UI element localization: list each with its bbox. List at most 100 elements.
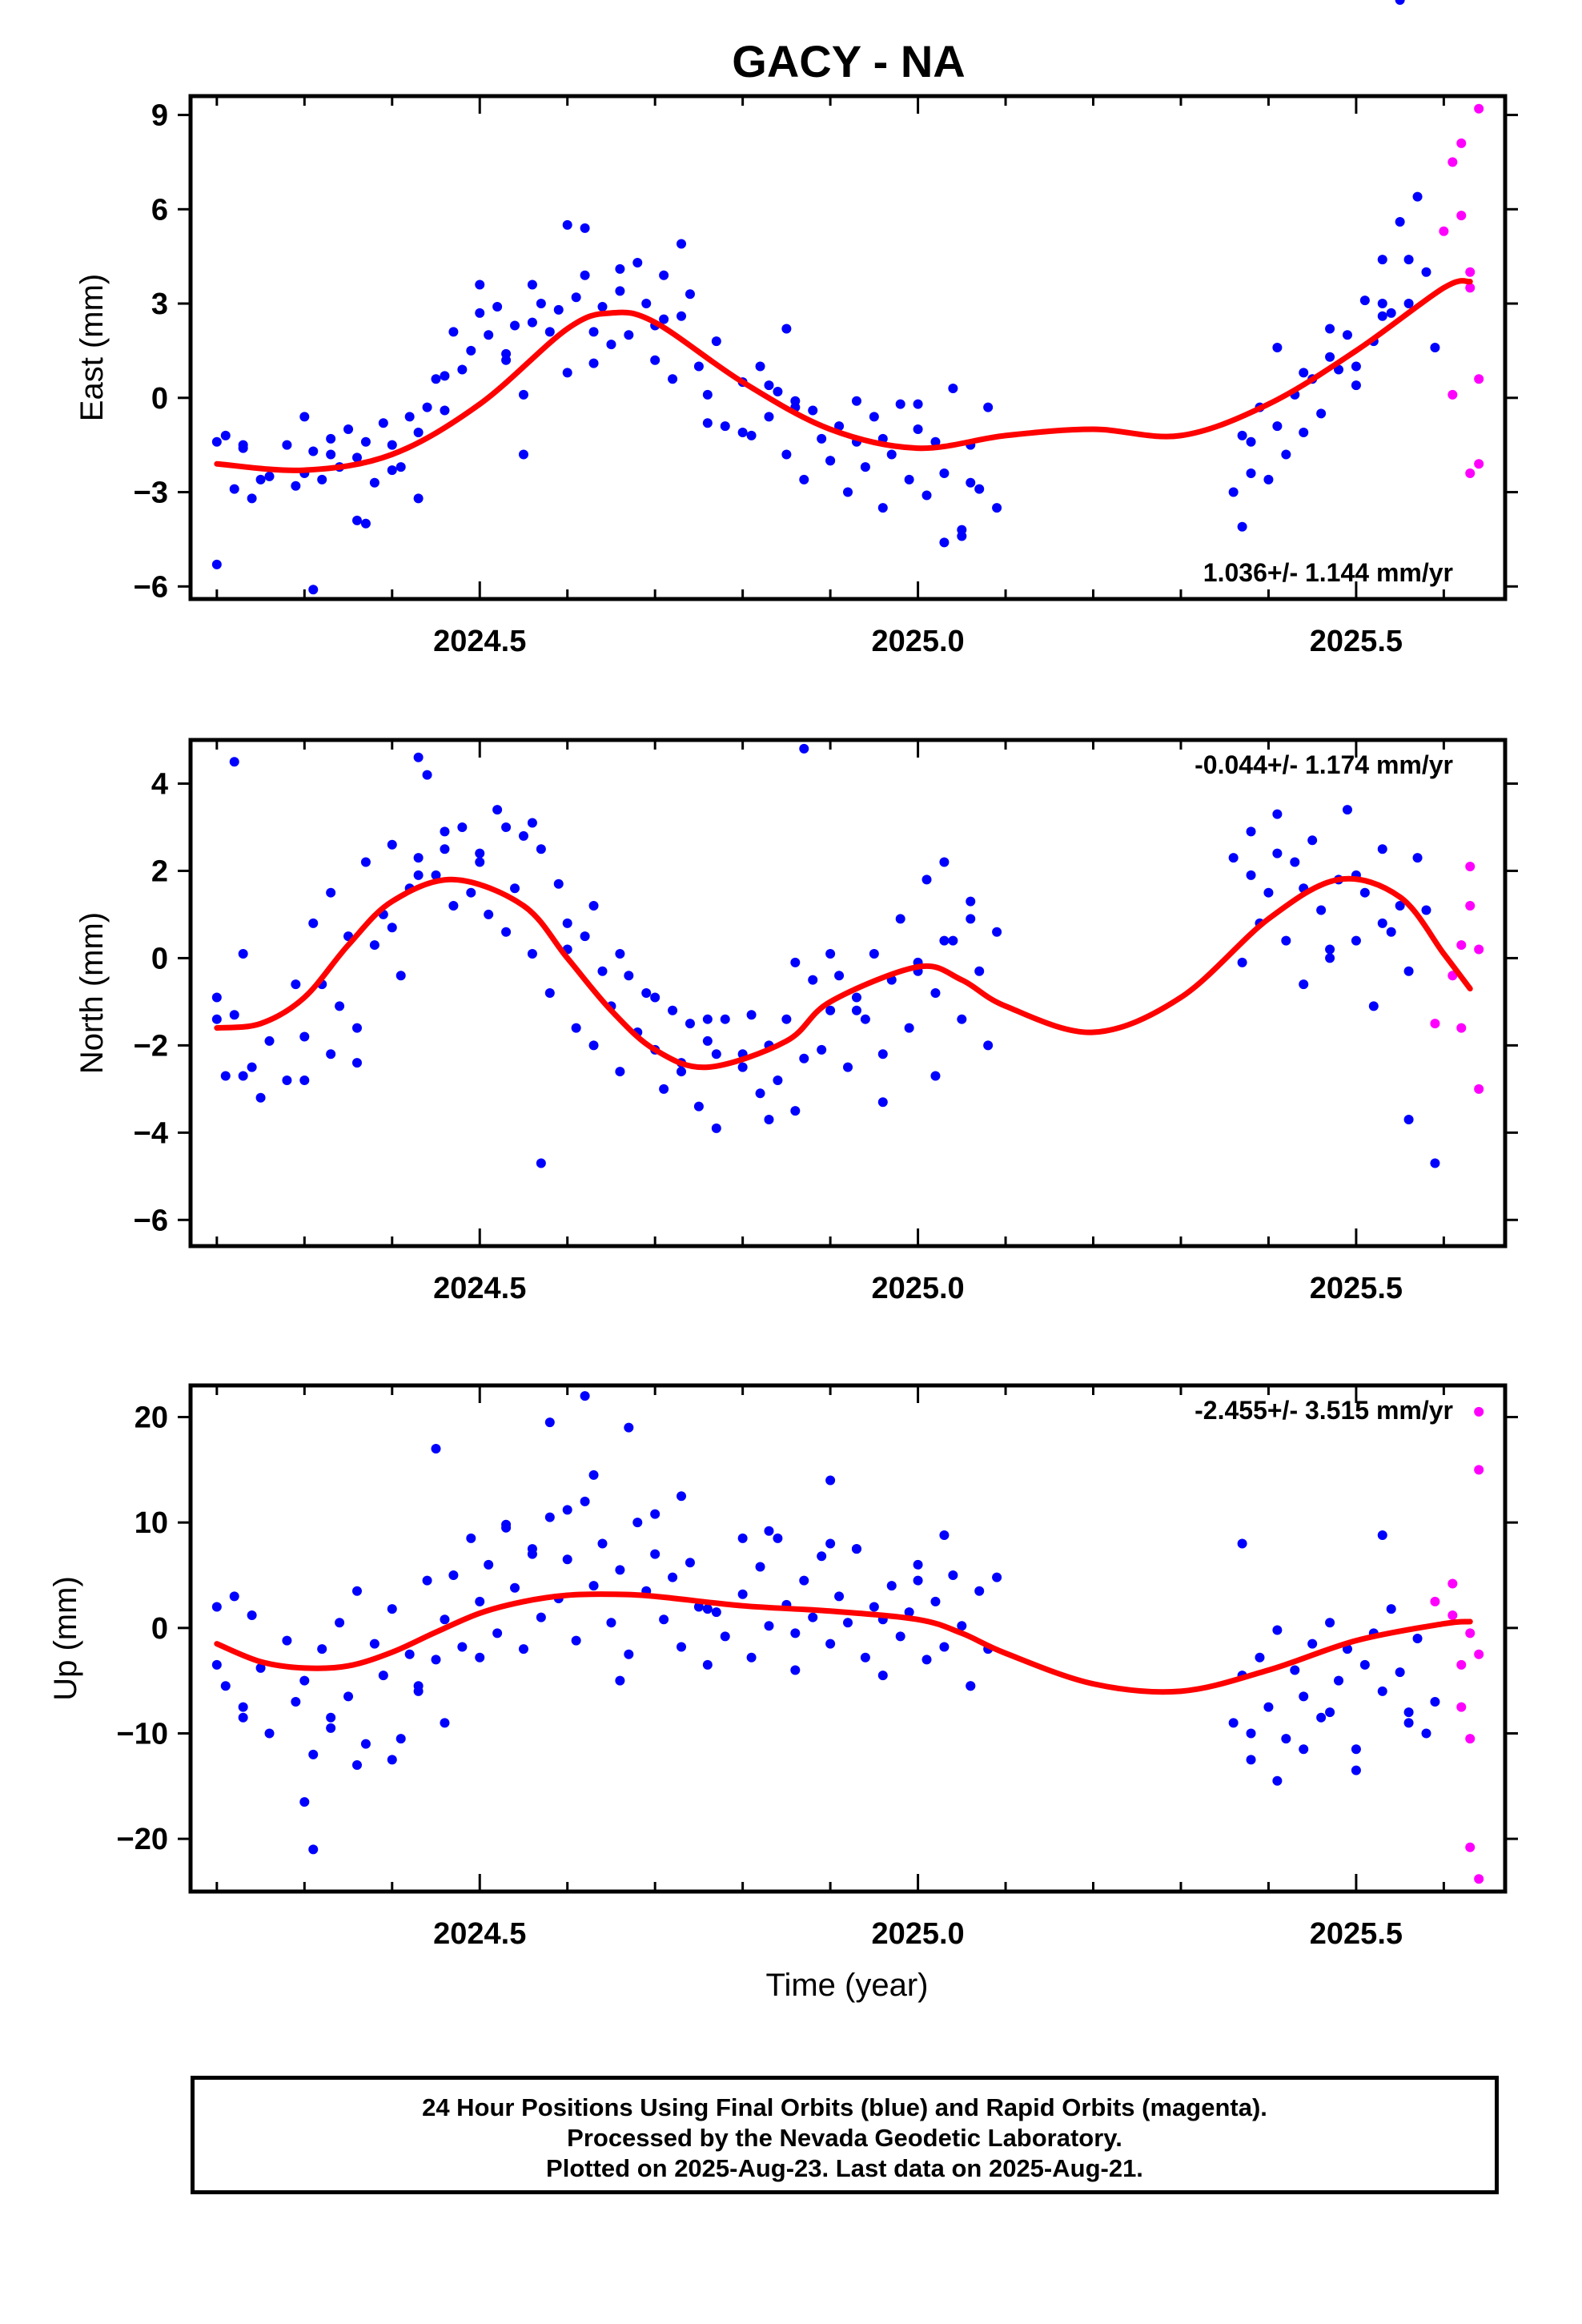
rapid-orbit-points [1439,103,1484,478]
y-tick-label: −3 [134,476,168,510]
final-orbit-point [843,1618,853,1628]
x-tick-label: 2025.0 [871,625,964,658]
final-orbit-point [790,1628,801,1638]
final-orbit-point [895,914,905,924]
final-orbit-point [1403,1707,1414,1718]
final-orbit-point [1430,343,1440,352]
final-orbit-point [615,263,625,274]
final-orbit-point [440,826,450,837]
final-orbit-point [1403,255,1414,265]
final-orbit-point [606,340,616,350]
final-orbit-point [466,1533,476,1543]
final-orbit-point [360,436,371,447]
final-orbit-point [983,1040,994,1051]
final-orbit-point [764,1115,774,1124]
final-orbit-point [790,957,801,967]
final-orbit-point [869,1602,879,1612]
y-tick-label: 0 [151,382,168,416]
y-tick-label: 0 [151,1612,168,1646]
final-orbit-point [544,1417,555,1428]
final-orbit-point [580,223,590,233]
plot-frame [188,1383,1508,1894]
final-orbit-point [518,830,528,841]
final-orbit-point [677,311,687,321]
final-orbit-point [588,1470,599,1480]
final-orbit-point [413,853,424,863]
final-orbit-point [1299,1691,1309,1702]
final-orbit-point [746,1010,757,1020]
final-orbit-point [825,456,836,466]
model-fit-curve [214,875,1473,1071]
rapid-orbit-point [1465,267,1476,277]
y-tick-label: 6 [151,193,168,227]
final-orbit-point [799,474,809,485]
final-orbit-point [1395,901,1405,911]
final-orbit-point [685,1019,695,1029]
final-orbit-point [518,389,528,400]
final-orbit-point [1412,1634,1423,1643]
final-orbit-point [650,992,661,1003]
final-orbit-point [650,355,661,365]
final-orbit-point [799,1053,809,1063]
x-tick-label: 2025.0 [871,1917,964,1951]
final-orbit-point [580,1391,590,1401]
final-orbit-point [834,421,845,432]
final-orbit-point [615,1565,625,1575]
final-orbit-point [211,992,222,1003]
final-orbit-point [1325,1618,1335,1628]
final-orbit-point [299,1031,310,1042]
final-orbit-point [247,493,257,504]
final-orbit-point [930,1071,941,1081]
final-orbit-point [431,870,441,880]
final-orbit-point [650,1509,661,1519]
final-orbit-point [1290,1665,1300,1675]
final-orbit-point [299,412,310,422]
final-orbit-point [606,1618,616,1628]
final-orbit-point [492,301,503,312]
final-orbit-point [877,503,888,513]
final-orbit-point [799,743,809,754]
final-orbit-point [825,1638,836,1649]
final-orbit-point [808,975,818,985]
final-orbit-point [1359,887,1370,898]
final-orbit-point [588,1581,599,1591]
rate-annotation: -2.455+/- 3.515 mm/yr [1195,1396,1453,1425]
final-orbit-point [781,1014,792,1024]
model-fit-curve [214,278,1473,473]
final-orbit-point [387,1755,397,1765]
final-orbit-point [615,1675,625,1686]
rapid-orbit-point [1456,940,1467,951]
final-orbit-point [255,474,266,485]
final-orbit-point [255,1092,266,1103]
rapid-orbit-point [1430,1596,1440,1606]
final-orbit-point [308,1844,319,1855]
final-orbit-point [326,1723,336,1733]
final-orbit-point [1246,1755,1256,1765]
final-orbit-point [308,918,319,928]
final-orbit-point [1299,1744,1309,1755]
x-tick-label: 2025.5 [1310,1917,1403,1951]
final-orbit-point [387,440,397,450]
final-orbit-point [1263,887,1274,898]
final-orbit-point [440,371,450,381]
final-orbit-point [351,452,362,463]
final-orbit-point [282,440,292,450]
final-orbit-point [1263,1702,1274,1712]
rapid-orbit-point [1474,103,1484,114]
final-orbit-point [711,1123,721,1133]
final-orbit-point [913,1575,923,1586]
final-orbit-point [974,966,985,976]
final-orbit-point [992,927,1002,937]
final-orbit-point [1255,1652,1265,1663]
final-orbit-point [1412,853,1423,863]
final-orbit-point [939,468,950,478]
final-orbit-point [562,219,572,230]
final-orbit-point [966,914,976,924]
final-orbit-point [702,389,713,400]
final-orbit-point [659,314,669,324]
final-orbit-point [624,1649,634,1659]
final-orbit-point [632,1518,643,1528]
y-tick-label: 0 [151,942,168,975]
y-tick-label: −10 [117,1718,168,1751]
final-orbit-point [711,336,721,347]
